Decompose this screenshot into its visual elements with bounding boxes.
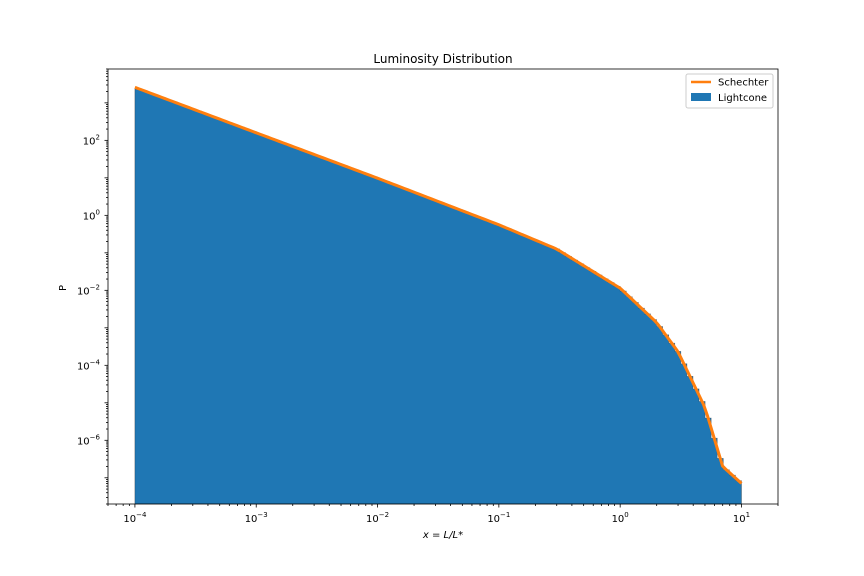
axes-frame xyxy=(107,68,779,505)
legend-swatch-lightcone xyxy=(691,93,711,101)
schechter-line xyxy=(134,85,743,485)
y-tick-label: 10−2 xyxy=(77,283,100,297)
x-axis-label: x = L/L* xyxy=(422,530,463,541)
y-tick-label: 10−4 xyxy=(77,358,101,372)
chart-title: Luminosity Distribution xyxy=(373,52,512,66)
x-tick-label: 10−1 xyxy=(487,511,510,525)
x-tick-label: 101 xyxy=(733,511,750,525)
x-tick-label: 10−3 xyxy=(245,511,268,525)
legend: Schechter Lightcone xyxy=(685,73,774,109)
y-axis-label: P xyxy=(58,285,69,291)
y-tick-label: 10−6 xyxy=(77,433,101,447)
y-tick-label: 102 xyxy=(83,133,100,147)
plot-area xyxy=(134,85,743,505)
x-tick-label: 100 xyxy=(612,511,629,525)
y-tick-label: 100 xyxy=(83,208,100,222)
x-tick-label: 10−2 xyxy=(366,511,389,525)
axes: 10−4 10−3 10−2 10−1 100 101 102 100 10−2 10−4 10−6 xyxy=(77,68,779,525)
legend-label-schechter: Schechter xyxy=(718,78,769,89)
legend-label-lightcone: Lightcone xyxy=(718,93,767,104)
x-tick-label: 10−4 xyxy=(123,511,147,525)
